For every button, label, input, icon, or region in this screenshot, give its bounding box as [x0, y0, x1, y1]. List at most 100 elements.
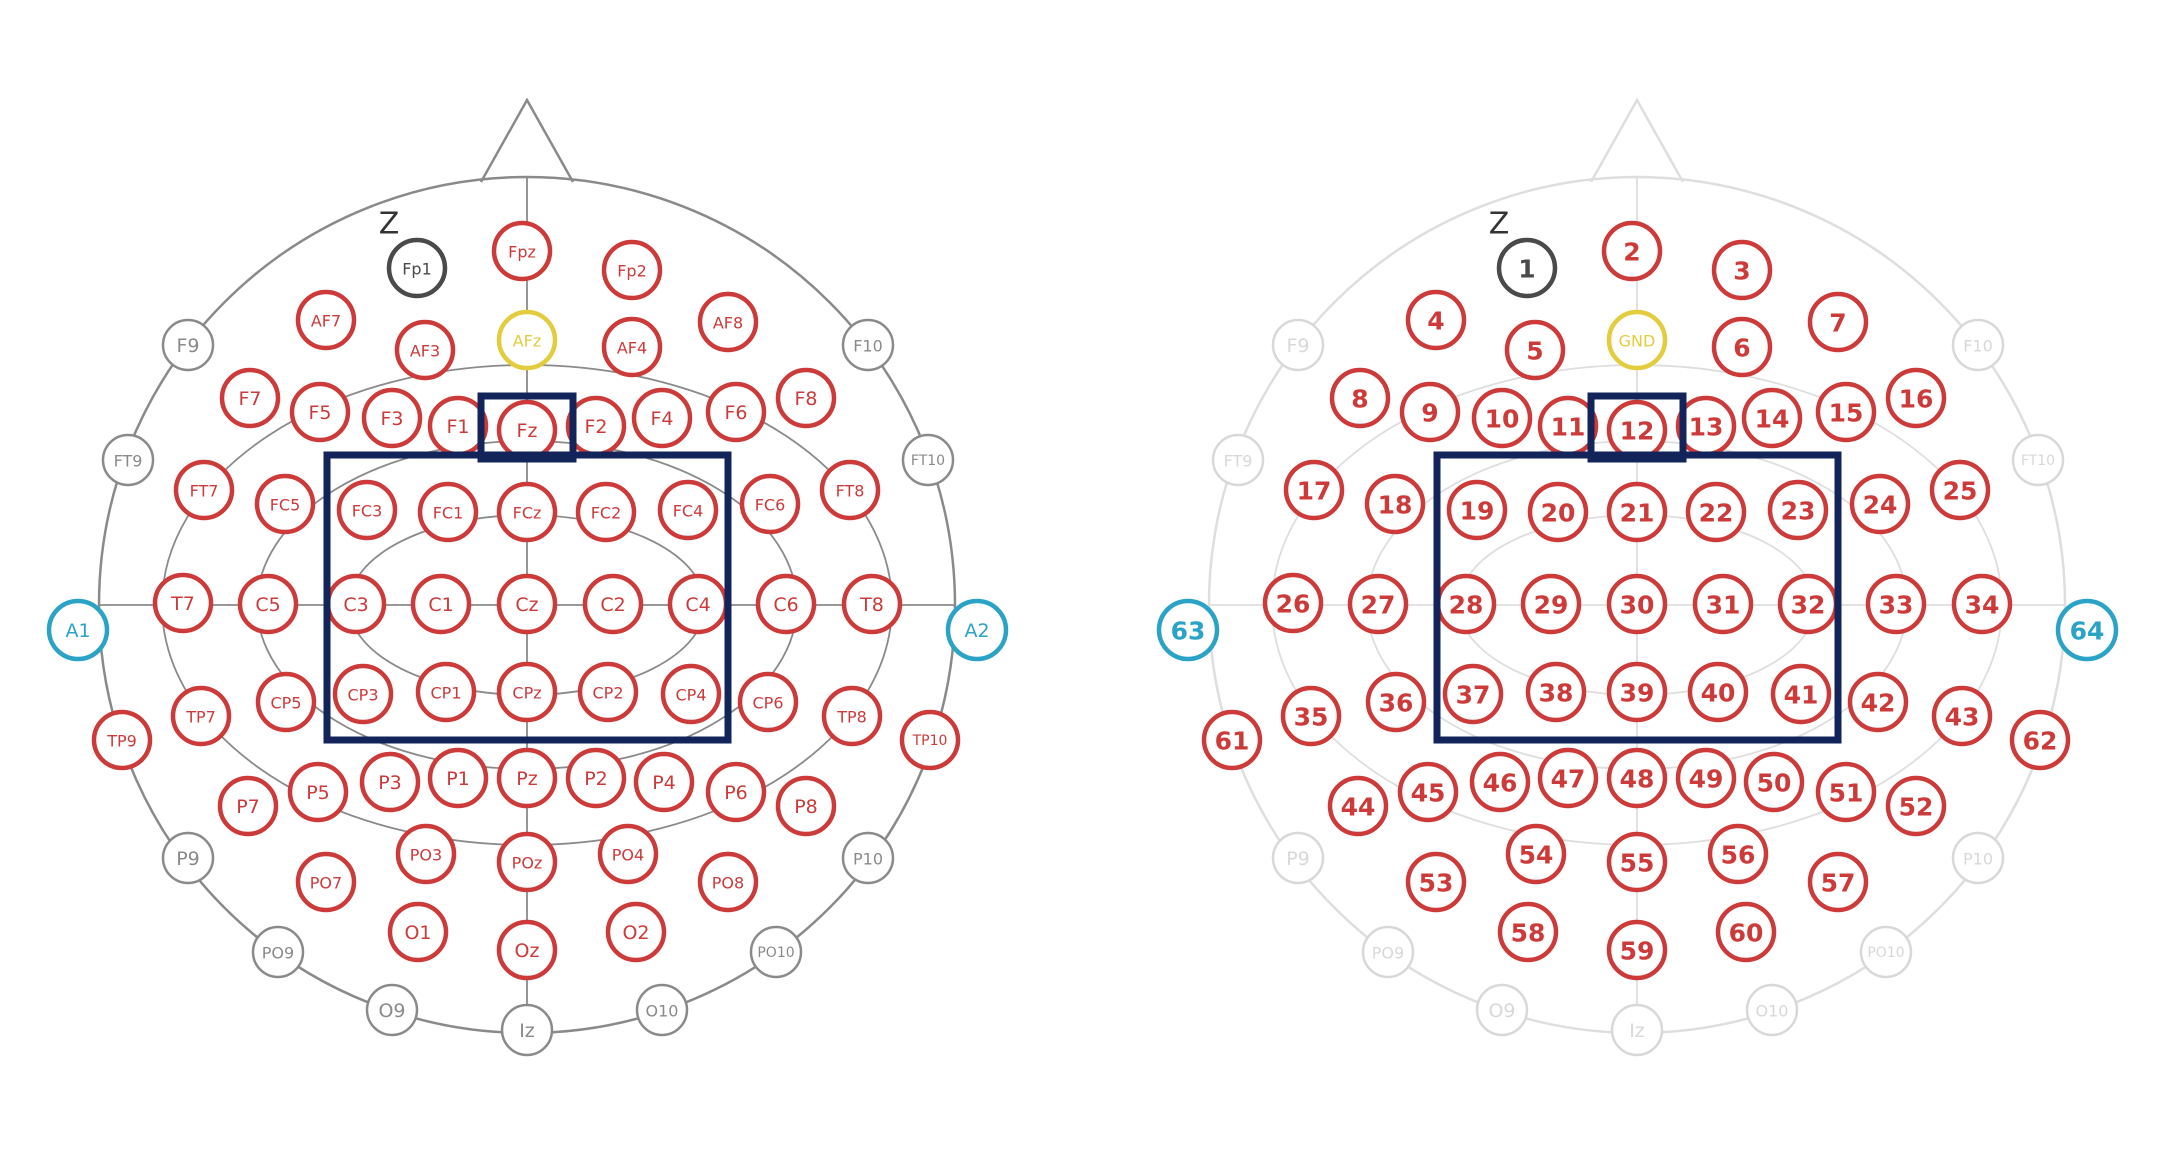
left-electrode-po3: PO3: [398, 826, 454, 882]
electrode-label: TP7: [185, 708, 216, 727]
electrode-label: 19: [1460, 497, 1495, 526]
right-reference-mark: Z: [1489, 207, 1510, 242]
electrode-label: 6: [1733, 334, 1750, 363]
right-electrode-47: 47: [1540, 750, 1596, 806]
electrode-label: 8: [1351, 385, 1368, 414]
electrode-label: FT9: [114, 452, 143, 471]
electrode-label: PO3: [410, 846, 442, 865]
electrode-label: C2: [600, 594, 625, 616]
electrode-label: AFz: [513, 332, 542, 351]
electrode-label: 50: [1757, 769, 1792, 798]
left-electrode-fp1: Fp1: [389, 240, 445, 296]
electrode-label: O1: [404, 922, 431, 944]
electrode-label: C1: [428, 594, 453, 616]
electrode-label: 14: [1755, 405, 1790, 434]
electrode-label: POz: [512, 854, 543, 873]
left-electrode-cp5: CP5: [258, 674, 314, 730]
left-electrode-p10: P10: [843, 833, 893, 883]
right-electrode-ft9: FT9: [1213, 435, 1263, 485]
right-electrode-o9: O9: [1477, 985, 1527, 1035]
electrode-label: 16: [1899, 385, 1934, 414]
right-electrode-20: 20: [1530, 484, 1586, 540]
left-electrode-c3: C3: [328, 576, 384, 632]
right-electrode-5: 5: [1507, 322, 1563, 378]
right-electrode-62: 62: [2012, 712, 2068, 768]
electrode-label: 3: [1733, 257, 1750, 286]
electrode-label: 34: [1965, 591, 2000, 620]
electrode-label: F3: [380, 408, 403, 430]
right-electrode-51: 51: [1818, 764, 1874, 820]
electrode-label: 2: [1623, 238, 1640, 267]
electrode-label: 62: [2023, 727, 2058, 756]
right-electrode-40: 40: [1690, 664, 1746, 720]
electrode-label: 21: [1620, 499, 1655, 528]
electrode-label: FC5: [270, 496, 301, 515]
electrode-label: PO10: [1867, 945, 1904, 961]
electrode-label: Fz: [517, 420, 538, 442]
electrode-label: 49: [1689, 765, 1724, 794]
electrode-label: 15: [1829, 399, 1864, 428]
electrode-label: 5: [1526, 337, 1543, 366]
electrode-label: Oz: [515, 940, 540, 962]
electrode-label: T7: [170, 593, 195, 615]
left-electrode-c6: C6: [758, 576, 814, 632]
right-electrode-p10: P10: [1953, 833, 2003, 883]
electrode-label: C4: [685, 594, 710, 616]
electrode-label: 53: [1419, 869, 1454, 898]
electrode-label: AF7: [311, 312, 341, 331]
electrode-label: FC6: [755, 496, 786, 515]
electrode-label: CP6: [753, 694, 784, 713]
right-electrode-ft10: FT10: [2013, 435, 2063, 485]
left-electrode-iz: Iz: [502, 1005, 552, 1055]
electrode-label: Iz: [1629, 1020, 1645, 1042]
electrode-label: 59: [1620, 937, 1655, 966]
right-electrode-37: 37: [1445, 666, 1501, 722]
left-electrode-af7: AF7: [298, 292, 354, 348]
left-electrode-afz: AFz: [499, 312, 555, 368]
right-electrode-50: 50: [1746, 754, 1802, 810]
right-electrode-57: 57: [1810, 854, 1866, 910]
left-nose-outline: [481, 100, 573, 182]
right-electrode-36: 36: [1368, 674, 1424, 730]
right-electrode-26: 26: [1265, 575, 1321, 631]
electrode-label: TP9: [106, 732, 137, 751]
left-electrode-f8: F8: [778, 370, 834, 426]
left-electrode-f6: F6: [708, 384, 764, 440]
electrode-label: O9: [1488, 1000, 1515, 1022]
electrode-label: 25: [1943, 477, 1978, 506]
electrode-label: PO10: [757, 945, 794, 961]
right-electrode-56: 56: [1710, 826, 1766, 882]
electrode-label: 11: [1551, 413, 1586, 442]
right-electrode-15: 15: [1818, 384, 1874, 440]
left-electrode-o10: O10: [637, 985, 687, 1035]
electrode-label: P9: [1286, 848, 1310, 870]
right-electrode-33: 33: [1868, 576, 1924, 632]
electrode-label: O2: [622, 922, 649, 944]
electrode-label: P6: [724, 782, 748, 804]
right-electrode-63: 63: [1159, 601, 1217, 659]
electrode-label: Pz: [516, 768, 537, 790]
electrode-label: FC2: [591, 504, 622, 523]
left-electrode-fz: Fz: [499, 402, 555, 458]
electrode-label: 46: [1483, 769, 1518, 798]
right-electrode-21: 21: [1609, 484, 1665, 540]
electrode-label: 10: [1485, 405, 1520, 434]
right-electrode-44: 44: [1330, 778, 1386, 834]
electrode-label: A1: [65, 620, 90, 642]
left-electrode-cpz: CPz: [499, 664, 555, 720]
electrode-label: 12: [1620, 417, 1655, 446]
left-electrode-p3: P3: [362, 754, 418, 810]
electrode-label: PO9: [1372, 944, 1404, 963]
electrode-label: 39: [1620, 679, 1655, 708]
left-electrode-fc2: FC2: [578, 484, 634, 540]
electrode-label: 43: [1945, 703, 1980, 732]
left-reference-mark: Z: [379, 207, 400, 242]
left-electrode-o2: O2: [608, 904, 664, 960]
right-electrode-43: 43: [1934, 688, 1990, 744]
electrode-label: 23: [1781, 497, 1816, 526]
left-electrode-po4: PO4: [600, 826, 656, 882]
right-electrode-p9: P9: [1273, 833, 1323, 883]
electrode-label: PO8: [712, 874, 744, 893]
electrode-label: 18: [1378, 491, 1413, 520]
